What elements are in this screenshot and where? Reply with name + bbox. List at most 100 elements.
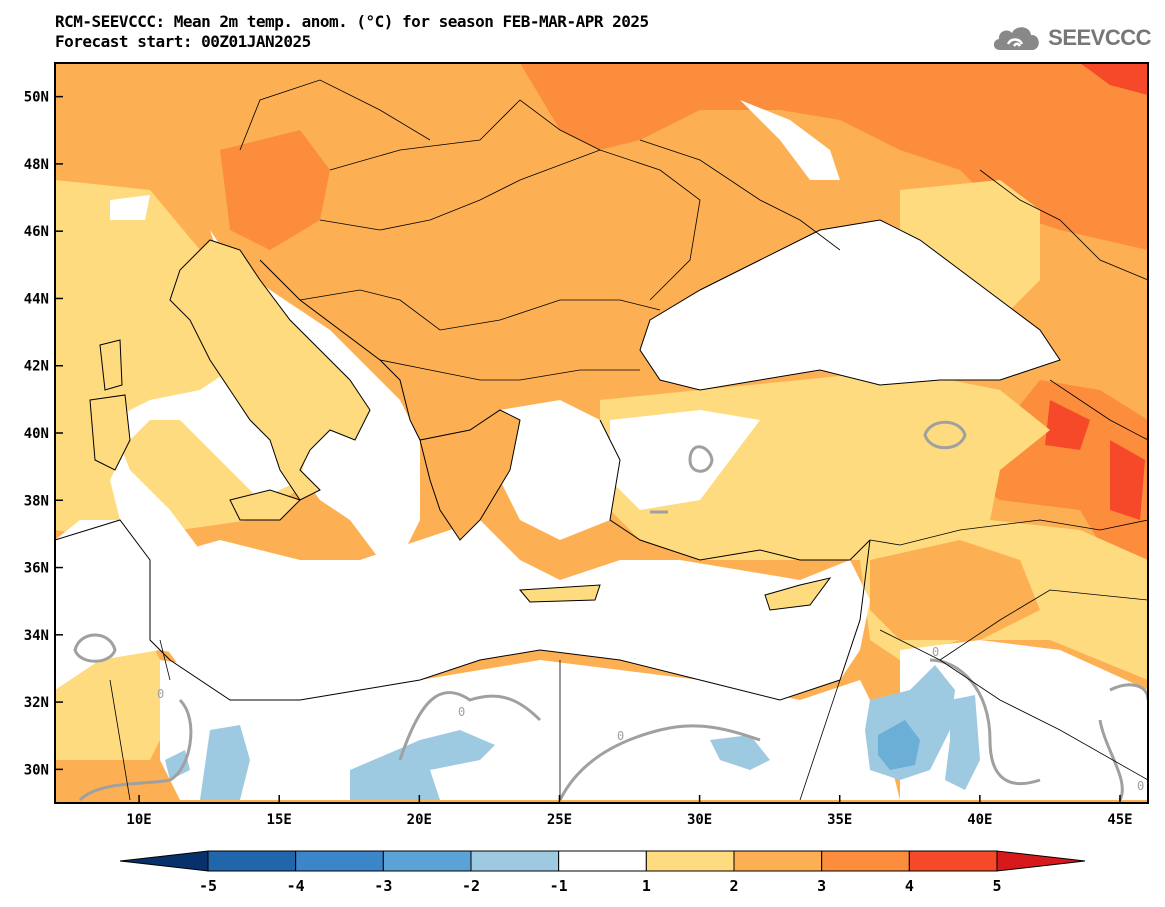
greece-land (420, 410, 520, 540)
anomaly-region-caucasus-4b (1110, 440, 1145, 520)
corsica-coast (99, 339, 123, 391)
border-10 (879, 589, 1148, 661)
colorbar-label: 3 (817, 877, 826, 895)
colorbar-min-triangle (119, 850, 209, 872)
colorbar-segment (645, 850, 735, 872)
contour-libya (398, 691, 542, 761)
anomaly-region-alps-3 (220, 130, 330, 250)
cyprus-coast (764, 577, 832, 611)
contour-label-3: 0 (157, 687, 164, 701)
sardinia-land (90, 395, 130, 470)
coastlines (55, 219, 1061, 701)
lat-tick-label: 42N (24, 359, 49, 375)
corsica-land (100, 340, 122, 390)
contour-arabia (929, 658, 1041, 786)
colorbar-segment (382, 850, 472, 872)
anomaly-region-caucasus-4 (1045, 400, 1090, 450)
anomaly-region-libya-neg1 (350, 730, 495, 800)
colorbar-label: 2 (729, 877, 738, 895)
colorbar-label: 1 (642, 877, 651, 895)
anomaly-region-ne-4 (1080, 63, 1148, 95)
cloud-icon (994, 27, 1039, 50)
central-mediterranean (150, 520, 870, 700)
black-sea-coast (639, 219, 1061, 391)
lat-tick-label: 46N (24, 224, 49, 240)
levant-coast (839, 539, 871, 681)
zero-contours (73, 420, 1148, 802)
patch-neutral-ukraine (740, 100, 840, 180)
colorbar-label: 4 (905, 877, 914, 895)
logo-text: SEEVCCC (1048, 25, 1151, 50)
adriatic-east-coast (259, 259, 521, 541)
lat-tick-label: 44N (24, 291, 49, 307)
lat-tick-label: 30N (24, 762, 49, 778)
anatolia-coast (599, 419, 871, 561)
lat-tick-label: 48N (24, 157, 49, 173)
border-12 (799, 679, 841, 801)
colorbar-label: -4 (287, 877, 305, 895)
border-3 (299, 289, 661, 331)
aegean-sea (500, 400, 620, 540)
contour-label-5: 0 (1137, 779, 1144, 793)
anomaly-region-tunisia-neg1 (200, 725, 250, 800)
colorbar: -5 -4 -3 -2 -1 1 2 3 4 5 (119, 850, 1086, 895)
contour-anatolia-1 (688, 445, 714, 473)
contour-tunisia (73, 633, 117, 663)
country-borders (109, 79, 1148, 801)
lat-tick-label: 36N (24, 561, 49, 577)
colorbar-label: 5 (992, 877, 1001, 895)
anomaly-region-arabia-neg2 (878, 720, 920, 770)
crete-coast (518, 584, 601, 603)
lon-tick-label: 25E (547, 812, 572, 828)
border-6 (639, 139, 841, 251)
contour-label-1: 0 (458, 705, 465, 719)
title-line-2: Forecast start: 00Z01JAN2025 (55, 32, 311, 51)
border-8 (1049, 379, 1148, 441)
italy-coast (169, 239, 371, 501)
sicily-land (230, 490, 300, 520)
north-africa-coast (55, 519, 841, 701)
contour-egypt (558, 724, 761, 801)
colorbar-label: -3 (374, 877, 392, 895)
anatolia-neutral-1 (610, 410, 760, 510)
italy-land (170, 240, 370, 500)
colorbar-segment (295, 850, 384, 872)
contour-label-4: 0 (932, 645, 939, 659)
lon-tick-label: 40E (967, 812, 992, 828)
lat-tick-label: 32N (24, 695, 49, 711)
lat-tick-label: 40N (24, 426, 49, 442)
lon-tick-label: 15E (267, 812, 292, 828)
border-11 (939, 659, 1148, 781)
sardinia-coast (89, 394, 131, 471)
border-2 (319, 149, 701, 301)
lon-tick-label: 35E (827, 812, 852, 828)
latitude-axis: 30N 32N 34N 36N 38N 40N 42N 44N 46N 48N 50N (24, 90, 63, 778)
longitude-axis: 10E 15E 20E 25E 30E 35E 40E 45E (126, 795, 1133, 828)
colorbar-segment (207, 850, 297, 872)
cyprus-land (765, 578, 830, 610)
black-sea (640, 220, 1060, 390)
map-title: RCM-SEEVCCC: Mean 2m temp. anom. (°C) fo… (55, 12, 649, 52)
contour-anatolia-2 (923, 420, 967, 450)
colorbar-label: -5 (199, 877, 217, 895)
contour-label-2: 0 (617, 729, 624, 743)
border-15 (159, 639, 171, 681)
seevccc-logo: SEEVCCC (990, 22, 1151, 54)
border-5 (239, 79, 431, 151)
colorbar-max-triangle (996, 850, 1086, 872)
lon-tick-label: 45E (1107, 812, 1132, 828)
colorbar-label: -2 (462, 877, 480, 895)
lat-tick-label: 34N (24, 628, 49, 644)
border-14 (109, 679, 131, 801)
colorbar-segment (908, 850, 998, 872)
colorbar-segment (470, 850, 560, 872)
border-1 (329, 99, 601, 171)
anomaly-region-north-3 (520, 63, 1148, 250)
contour-africa-1 (78, 698, 193, 802)
colorbar-segment (821, 850, 910, 872)
anomaly-region-small-neg1 (165, 750, 190, 780)
patch-neutral-france (110, 195, 150, 220)
anomaly-region-arabia-neg1b (945, 695, 980, 790)
border-9 (869, 519, 1148, 546)
zero-labels: 0 0 0 0 0 (157, 645, 1144, 793)
